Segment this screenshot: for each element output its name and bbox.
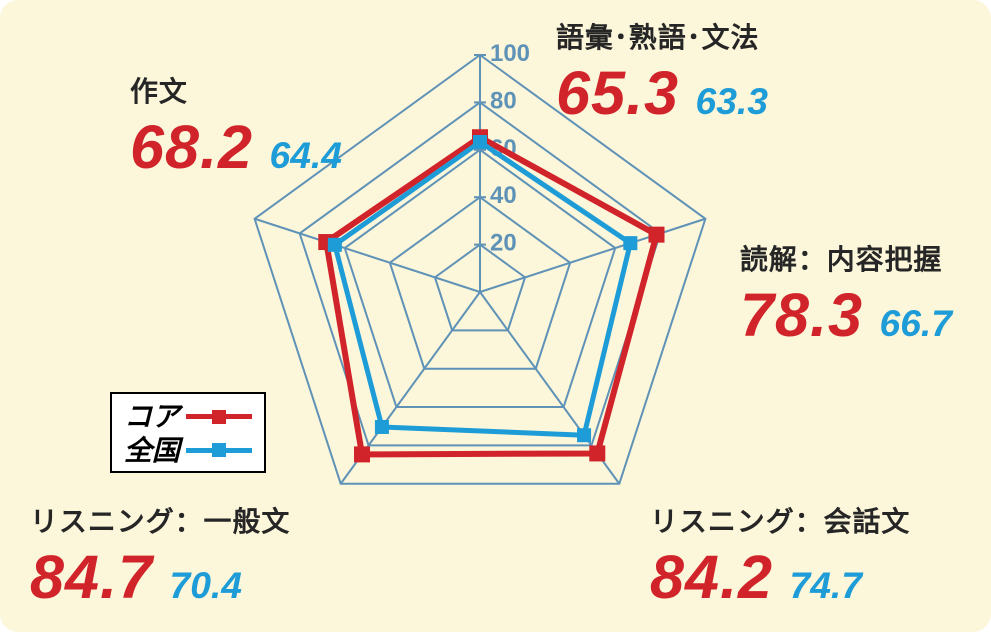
legend-line-seg — [226, 414, 252, 419]
axis-label-vocab: 語彙･熟語･文法 65.3 63.3 — [556, 16, 768, 128]
axis-title: 作文 — [130, 70, 342, 110]
legend: コア 全国 — [110, 392, 266, 473]
svg-text:80: 80 — [490, 87, 517, 114]
axis-secondary-value: 63.3 — [696, 80, 768, 123]
axis-primary-value: 65.3 — [556, 58, 679, 128]
svg-text:20: 20 — [490, 230, 517, 257]
axis-label-writing: 作文 68.2 64.4 — [130, 70, 342, 182]
legend-marker-icon — [212, 410, 226, 424]
legend-swatch-secondary — [186, 441, 252, 459]
axis-title: リスニング：会話文 — [650, 500, 910, 540]
legend-line-seg — [186, 448, 212, 453]
axis-primary-value: 84.7 — [30, 542, 153, 612]
axis-title: リスニング：一般文 — [30, 500, 290, 540]
axis-primary-value: 68.2 — [130, 112, 253, 182]
svg-text:100: 100 — [490, 40, 530, 67]
legend-swatch-primary — [186, 408, 252, 426]
axis-secondary-value: 64.4 — [270, 134, 342, 177]
legend-row: 全国 — [124, 434, 252, 468]
axis-secondary-value: 66.7 — [880, 302, 952, 345]
legend-line-seg — [226, 448, 252, 453]
legend-label: コア — [124, 400, 180, 434]
svg-text:40: 40 — [490, 182, 517, 209]
axis-secondary-value: 74.7 — [790, 564, 862, 607]
axis-primary-value: 84.2 — [650, 542, 773, 612]
legend-row: コア — [124, 400, 252, 434]
legend-line-seg — [186, 414, 212, 419]
axis-label-listen-gen: リスニング：一般文 84.7 70.4 — [30, 500, 290, 612]
axis-primary-value: 78.3 — [740, 280, 863, 350]
axis-secondary-value: 70.4 — [170, 564, 242, 607]
axis-label-reading: 読解：内容把握 78.3 66.7 — [740, 238, 952, 350]
axis-title: 読解：内容把握 — [740, 238, 952, 278]
legend-marker-icon — [212, 443, 226, 457]
axis-label-listen-conv: リスニング：会話文 84.2 74.7 — [650, 500, 910, 612]
axis-title: 語彙･熟語･文法 — [556, 16, 768, 56]
chart-card: 20406080100 語彙･熟語･文法 65.3 63.3 読解：内容把握 7… — [0, 0, 991, 632]
legend-label: 全国 — [124, 434, 180, 468]
